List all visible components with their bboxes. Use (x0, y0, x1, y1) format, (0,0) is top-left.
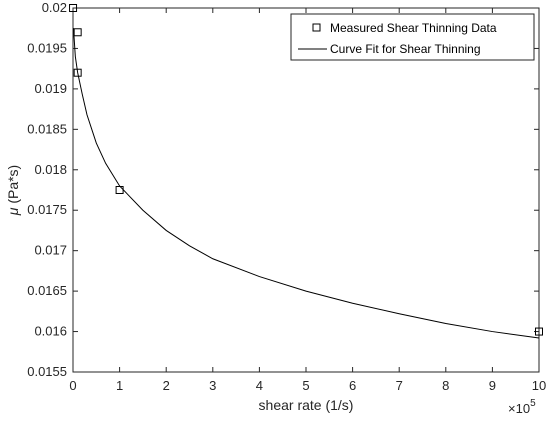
y-tick-label: 0.016 (34, 324, 67, 339)
x-axis-exponent: ×105 (508, 398, 536, 416)
y-tick-label: 0.0185 (27, 121, 67, 136)
measured-data-markers (69, 4, 543, 336)
y-axis-label-unit: (Pa*s) (5, 165, 21, 204)
x-tick-label: 8 (442, 378, 449, 393)
data-point-marker (115, 186, 124, 194)
x-tick-label: 9 (489, 378, 496, 393)
x-tick-label: 1 (116, 378, 123, 393)
data-point-marker (69, 4, 78, 12)
y-tick-label: 0.0175 (27, 202, 67, 217)
y-axis-label-symbol: μ (5, 207, 21, 216)
x-axis-label: shear rate (1/s) (259, 397, 354, 413)
data-point-marker (73, 68, 82, 77)
x-tick-label: 6 (349, 378, 356, 393)
legend-label-measured: Measured Shear Thinning Data (330, 21, 497, 35)
legend-box (290, 13, 535, 61)
legend: Measured Shear Thinning Data Curve Fit f… (290, 13, 535, 61)
y-axis-label: μ (Pa*s) (5, 165, 21, 216)
x-tick-label: 0 (69, 378, 76, 393)
y-tick-label: 0.017 (34, 243, 67, 258)
y-tick-label: 0.0155 (27, 364, 67, 379)
legend-marker-square (312, 23, 321, 32)
x-tick-label: 5 (302, 378, 309, 393)
x-exponent-power: 5 (530, 398, 536, 409)
y-tick-label: 0.0165 (27, 283, 67, 298)
y-tick-label: 0.02 (42, 0, 67, 15)
x-axis-ticks: 0 1 2 3 4 5 6 7 8 9 10 (69, 8, 546, 393)
y-tick-label: 0.0195 (27, 40, 67, 55)
curve-fit-line (72, 28, 540, 339)
x-tick-label: 4 (256, 378, 263, 393)
data-point-marker (73, 28, 82, 37)
x-tick-label: 10 (532, 378, 546, 393)
y-tick-label: 0.018 (34, 162, 67, 177)
plot-area (72, 7, 540, 373)
y-tick-label: 0.019 (34, 81, 67, 96)
legend-label-fit: Curve Fit for Shear Thinning (330, 42, 481, 56)
y-axis-ticks: 0.0155 0.016 0.0165 0.017 0.0175 0.018 0.0185 0… (27, 0, 539, 379)
x-tick-label: 7 (396, 378, 403, 393)
x-exponent-base: ×10 (508, 401, 530, 416)
x-tick-label: 3 (209, 378, 216, 393)
data-point-marker (535, 327, 543, 336)
x-tick-label: 2 (163, 378, 170, 393)
